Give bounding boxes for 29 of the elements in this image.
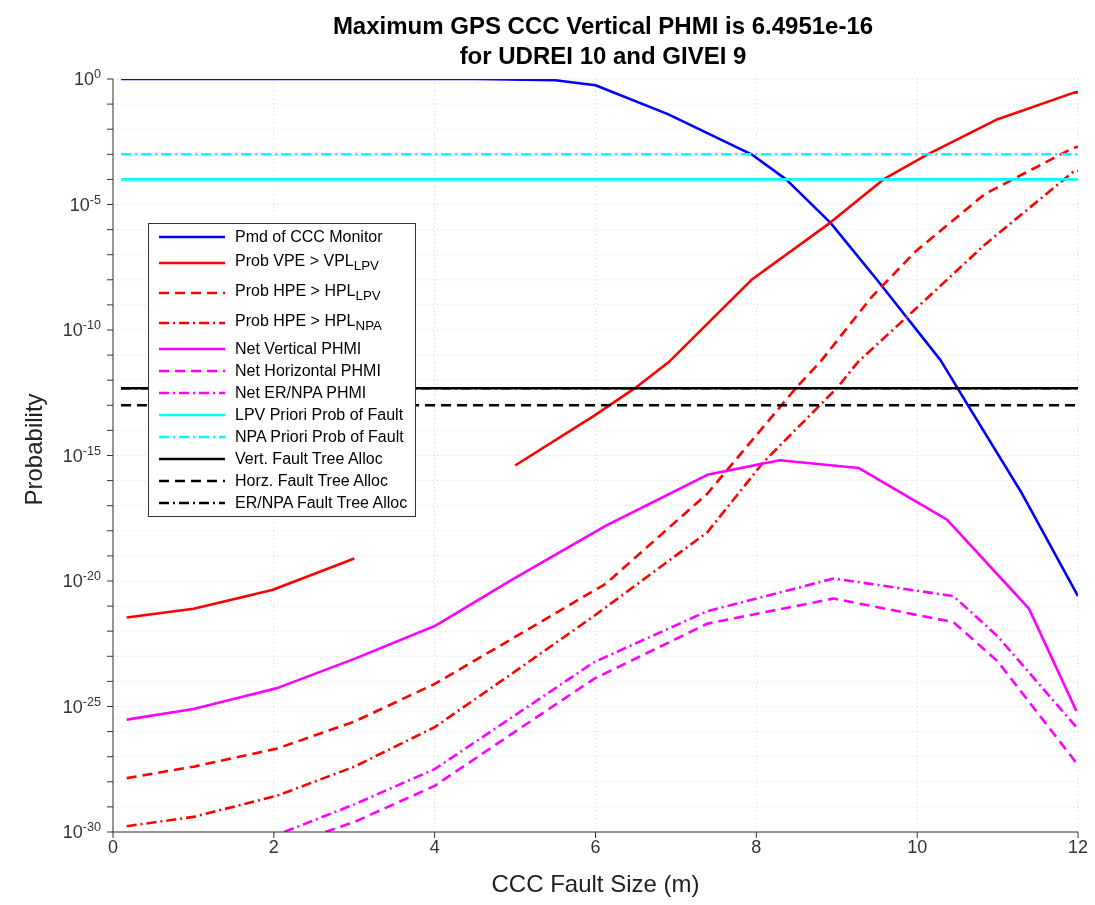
y-tick-label: 10$^{-5}$ <box>69 192 101 215</box>
legend-label: Net Vertical PHMI <box>235 340 362 358</box>
x-axis-title: CCC Fault Size (m) <box>491 870 700 897</box>
legend-label: Horz. Fault Tree Alloc <box>235 472 388 490</box>
x-tick-label: 0 <box>107 836 119 857</box>
x-tick-label: 8 <box>751 836 762 857</box>
legend-label: Prob VPE > VPL$_{LPV}$ <box>235 252 379 274</box>
legend-label: Prob HPE > HPL$_{LPV}$ <box>235 282 381 304</box>
y-tick-label: 10$^{-10}$ <box>62 318 101 340</box>
chart-title: Maximum GPS CCC Vertical PHMI is 6.4951e-16 for UDREI 10 and GIVEI 9 <box>332 12 874 69</box>
y-tick-label: 10$^{-30}$ <box>62 820 101 842</box>
x-tick-label: 2 <box>268 836 279 857</box>
y-tick-label: 10$^{-20}$ <box>62 569 101 591</box>
legend-label: Net Horizontal PHMI <box>235 362 381 380</box>
x-tick-label: 4 <box>429 836 440 857</box>
y-tick-label: 10$^{-25}$ <box>62 694 101 717</box>
y-tick-label: 10$^{-15}$ <box>62 443 101 466</box>
x-tick-label: 6 <box>590 836 601 857</box>
legend-label: Vert. Fault Tree Alloc <box>235 450 383 468</box>
legend-label: ER/NPA Fault Tree Alloc <box>235 494 408 512</box>
legend-label: NPA Priori Prob of Fault <box>235 428 404 446</box>
x-tick-label: 10 <box>907 836 928 857</box>
y-tick-label: 10$^{0}$ <box>73 67 101 89</box>
y-axis-title: Probability <box>19 393 47 506</box>
legend-label: Net ER/NPA PHMI <box>235 384 367 402</box>
legend-label: Prob HPE > HPL$_{NPA}$ <box>235 312 382 334</box>
legend-label: LPV Priori Prob of Fault <box>235 406 404 424</box>
x-tick-label: 12 <box>1067 836 1089 857</box>
legend-label: Pmd of CCC Monitor <box>235 228 383 246</box>
